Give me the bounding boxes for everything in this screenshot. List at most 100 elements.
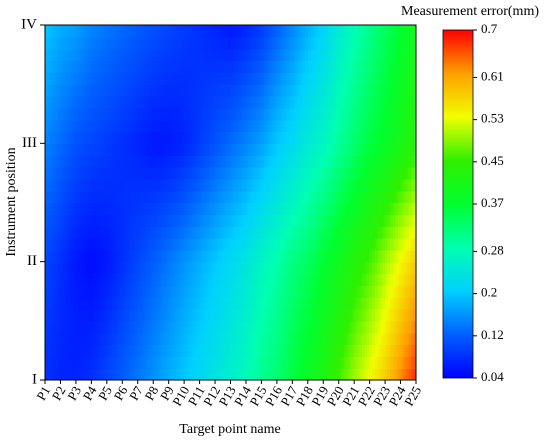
contour-cell: [117, 344, 121, 357]
contour-cell: [405, 356, 409, 369]
contour-cell: [166, 309, 170, 322]
contour-cell: [245, 107, 250, 121]
contour-cell: [47, 320, 51, 334]
contour-cell: [282, 238, 286, 251]
contour-cell: [160, 238, 165, 251]
contour-cell: [220, 60, 224, 73]
contour-cell: [158, 238, 162, 251]
contour-cell: [114, 60, 118, 73]
contour-cell: [101, 226, 105, 239]
contour-cell: [310, 167, 314, 180]
contour-cell: [359, 25, 363, 38]
contour-cell: [320, 261, 324, 275]
contour-cell: [122, 249, 126, 263]
contour-cell: [130, 96, 134, 109]
contour-cell: [328, 84, 332, 97]
contour-cell: [251, 332, 255, 346]
contour-cell: [160, 84, 165, 97]
contour-cell: [163, 297, 167, 310]
contour-cell: [204, 320, 208, 334]
contour-cell: [369, 107, 373, 121]
contour-cell: [148, 320, 152, 334]
contour-cell: [168, 202, 172, 215]
contour-cell: [212, 249, 216, 263]
contour-cell: [181, 131, 185, 144]
contour-cell: [197, 48, 201, 62]
contour-cell: [119, 72, 123, 85]
contour-cell: [330, 119, 335, 133]
contour-cell: [60, 107, 64, 121]
contour-cell: [160, 332, 165, 346]
contour-cell: [261, 202, 265, 215]
contour-cell: [287, 119, 291, 133]
contour-cell: [282, 143, 286, 156]
contour-cell: [184, 249, 188, 263]
contour-cell: [63, 368, 67, 381]
contour-cell: [114, 320, 118, 334]
contour-cell: [189, 297, 193, 310]
contour-cell: [171, 214, 175, 227]
contour-cell: [261, 285, 265, 298]
contour-cell: [356, 131, 360, 144]
contour-cell: [240, 107, 244, 121]
contour-cell: [225, 60, 229, 73]
contour-cell: [413, 36, 417, 50]
contour-cell: [361, 131, 366, 144]
contour-cell: [145, 190, 149, 204]
contour-cell: [148, 36, 152, 50]
contour-cell: [68, 202, 72, 215]
contour-cell: [330, 214, 335, 227]
contour-cell: [101, 96, 105, 109]
contour-cell: [55, 190, 59, 204]
contour-cell: [178, 297, 183, 310]
contour-cell: [191, 368, 196, 381]
contour-cell: [377, 107, 381, 121]
contour-cell: [341, 96, 345, 109]
contour-cell: [212, 261, 216, 275]
contour-cell: [70, 107, 74, 121]
contour-cell: [341, 84, 345, 97]
contour-cell: [191, 48, 196, 62]
contour-cell: [271, 297, 275, 310]
contour-cell: [73, 36, 77, 50]
contour-cell: [189, 48, 193, 62]
contour-cell: [323, 214, 327, 227]
contour-cell: [330, 155, 335, 168]
contour-cell: [45, 131, 49, 144]
contour-cell: [204, 72, 208, 85]
contour-cell: [364, 60, 368, 73]
contour-cell: [122, 155, 126, 168]
contour-cell: [271, 48, 275, 62]
contour-cell: [63, 238, 67, 251]
contour-cell: [274, 48, 278, 62]
contour-cell: [130, 155, 134, 168]
contour-cell: [379, 368, 384, 381]
contour-cell: [127, 261, 131, 275]
contour-cell: [145, 202, 149, 215]
contour-cell: [390, 297, 394, 310]
contour-cell: [130, 60, 134, 73]
contour-cell: [315, 249, 319, 263]
contour-cell: [189, 320, 193, 334]
contour-cell: [374, 297, 378, 310]
contour-cell: [248, 297, 252, 310]
contour-cell: [289, 249, 293, 263]
contour-cell: [135, 356, 139, 369]
contour-cell: [274, 167, 278, 180]
contour-cell: [189, 226, 193, 239]
contour-cell: [86, 226, 90, 239]
contour-cell: [333, 356, 337, 369]
contour-cell: [73, 167, 77, 180]
contour-cell: [408, 25, 412, 38]
contour-cell: [377, 368, 381, 381]
contour-cell: [47, 190, 51, 204]
contour-cell: [377, 119, 381, 133]
contour-cell: [256, 178, 260, 192]
contour-cell: [305, 309, 309, 322]
contour-cell: [341, 214, 345, 227]
contour-cell: [132, 25, 136, 38]
contour-cell: [204, 190, 208, 204]
contour-cell: [86, 167, 90, 180]
contour-cell: [73, 320, 77, 334]
contour-cell: [243, 167, 247, 180]
